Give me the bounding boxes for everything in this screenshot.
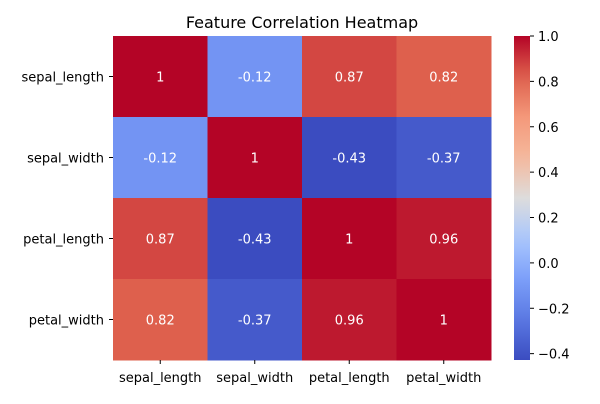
y-tick-label: petal_width xyxy=(29,314,104,329)
colorbar-tick-label: 0.2 xyxy=(538,212,559,227)
heatmap-cell xyxy=(207,36,303,118)
cell-annotation: -0.37 xyxy=(427,152,461,167)
cell-annotation: 1 xyxy=(251,152,259,167)
colorbar-tick-label: 1.0 xyxy=(538,30,559,45)
cell-annotation: -0.43 xyxy=(238,233,272,248)
heatmap-cell xyxy=(207,117,303,199)
colorbar-tick-label: 0.0 xyxy=(538,257,559,272)
colorbar-tick-label: 0.8 xyxy=(538,75,559,90)
heatmap-cell xyxy=(302,198,397,280)
cell-annotation: -0.12 xyxy=(238,71,272,86)
heatmap-cell xyxy=(302,36,397,118)
x-tick-label: petal_length xyxy=(309,371,390,386)
cell-annotation: 0.96 xyxy=(429,233,458,248)
y-tick-label: petal_length xyxy=(23,233,104,248)
heatmap-cell xyxy=(302,279,397,361)
y-tick-label: sepal_length xyxy=(21,71,104,86)
heatmap-cell xyxy=(396,198,492,280)
heatmap-cell xyxy=(396,36,492,118)
cell-annotation: 1 xyxy=(345,233,353,248)
colorbar-tick-label: 0.6 xyxy=(538,121,559,136)
x-tick-label: sepal_width xyxy=(216,371,293,386)
cell-annotation: 0.82 xyxy=(429,71,458,86)
cell-annotation: 1 xyxy=(156,71,164,86)
heatmap-cell xyxy=(113,279,208,361)
cell-annotation: 1 xyxy=(440,314,448,329)
cell-annotation: 0.96 xyxy=(335,314,364,329)
cell-annotation: -0.37 xyxy=(238,314,272,329)
chart-title: Feature Correlation Heatmap xyxy=(186,13,418,32)
y-tick-label: sepal_width xyxy=(27,152,104,167)
heatmap-cell xyxy=(207,198,303,280)
cell-annotation: 0.87 xyxy=(146,233,175,248)
heatmap-cell xyxy=(302,117,397,199)
colorbar-tick-label: −0.2 xyxy=(538,302,570,317)
colorbar xyxy=(514,36,530,360)
cell-annotation: -0.43 xyxy=(332,152,366,167)
cell-annotation: 0.87 xyxy=(335,71,364,86)
x-tick-label: sepal_length xyxy=(119,371,202,386)
cell-annotation: -0.12 xyxy=(143,152,177,167)
heatmap-cell xyxy=(396,279,492,361)
heatmap-cell xyxy=(113,36,208,118)
heatmap-cell xyxy=(396,117,492,199)
heatmap-cell xyxy=(207,279,303,361)
x-tick-label: petal_width xyxy=(406,371,481,386)
colorbar-tick-label: 0.4 xyxy=(538,166,559,181)
heatmap-cell xyxy=(113,117,208,199)
colorbar-tick-label: −0.4 xyxy=(538,348,570,363)
heatmap-cell xyxy=(113,198,208,280)
cell-annotation: 0.82 xyxy=(146,314,175,329)
